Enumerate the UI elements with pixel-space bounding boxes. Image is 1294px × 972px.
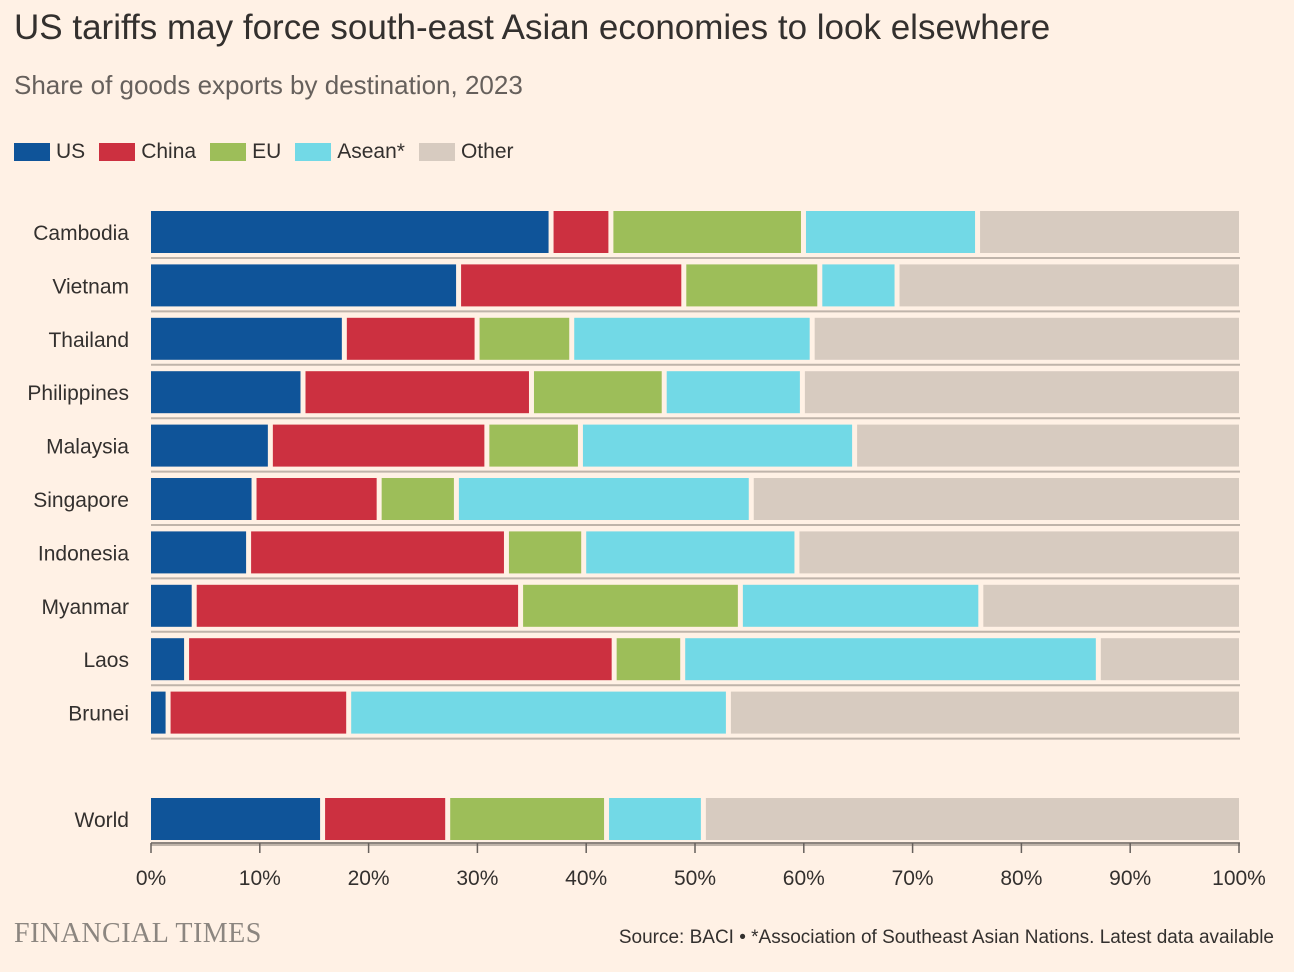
legend-swatch bbox=[14, 143, 50, 161]
bar-segment-other bbox=[804, 371, 1239, 414]
category-label: Vietnam bbox=[52, 275, 129, 298]
legend-item-us: US bbox=[14, 140, 85, 164]
x-tick-label: 60% bbox=[783, 867, 825, 890]
bar-segment-other bbox=[799, 531, 1239, 574]
bar-segment-asean bbox=[805, 211, 976, 253]
bar-segment-china bbox=[553, 211, 609, 253]
bar-segment-asean bbox=[666, 371, 800, 414]
bar-segment-eu bbox=[523, 584, 738, 627]
category-label: Myanmar bbox=[41, 596, 129, 619]
legend-item-china: China bbox=[99, 140, 196, 164]
x-tick-label: 40% bbox=[565, 867, 607, 890]
x-tick-label: 90% bbox=[1109, 867, 1151, 890]
bar-segment-asean bbox=[742, 584, 979, 627]
bar-segment-other bbox=[705, 798, 1239, 840]
legend-label: Other bbox=[460, 140, 514, 163]
legend-item-other: Other bbox=[418, 140, 514, 164]
legend-label: China bbox=[141, 140, 197, 163]
bar-segment-us bbox=[151, 584, 192, 627]
bar-segment-other bbox=[814, 317, 1239, 360]
bar-segment-eu bbox=[450, 798, 605, 840]
legend-swatch bbox=[418, 143, 455, 161]
x-tick-label: 50% bbox=[674, 867, 716, 890]
category-label: Philippines bbox=[27, 382, 129, 405]
bar-segment-eu bbox=[616, 638, 681, 681]
bar-segment-china bbox=[256, 478, 377, 520]
bar-segment-us bbox=[151, 424, 268, 467]
category-label: Thailand bbox=[48, 329, 129, 352]
bar-segment-us bbox=[151, 478, 252, 520]
bar-segment-china bbox=[189, 638, 612, 681]
bar-segment-asean bbox=[458, 478, 749, 520]
bar-segment-asean bbox=[822, 264, 895, 307]
bar-segment-other bbox=[1100, 638, 1239, 681]
legend-label: US bbox=[56, 140, 86, 163]
legend-swatch bbox=[210, 143, 247, 161]
bar-segment-eu bbox=[533, 371, 662, 414]
legend-item-eu: EU bbox=[210, 140, 281, 164]
source-note: Source: BACI • *Association of Southeast… bbox=[618, 927, 1274, 948]
category-label: World bbox=[75, 809, 129, 832]
x-tick-label: 30% bbox=[456, 867, 498, 890]
bar-segment-us bbox=[151, 531, 247, 574]
bar-segment-other bbox=[983, 584, 1239, 627]
x-tick-label: 0% bbox=[136, 867, 166, 890]
bar-segment-us bbox=[151, 638, 185, 681]
bar-segment-other bbox=[730, 691, 1239, 734]
bar-segment-china bbox=[461, 264, 682, 307]
bar-segment-asean bbox=[582, 424, 853, 467]
legend-swatch bbox=[99, 143, 136, 161]
bar-segment-other bbox=[857, 424, 1239, 467]
bar-segment-us bbox=[151, 264, 457, 307]
category-label: Indonesia bbox=[38, 542, 129, 565]
bar-segment-asean bbox=[609, 798, 701, 840]
bar-segment-us bbox=[151, 798, 321, 840]
x-tick-label: 80% bbox=[1000, 867, 1042, 890]
category-label: Brunei bbox=[68, 703, 129, 726]
bar-segment-eu bbox=[686, 264, 818, 307]
chart-title: US tariffs may force south-east Asian ec… bbox=[14, 8, 1051, 47]
bar-segment-other bbox=[753, 478, 1239, 520]
bar-segment-china bbox=[170, 691, 347, 734]
bar-segment-china bbox=[196, 584, 519, 627]
bar-segment-other bbox=[980, 211, 1239, 253]
bar-segment-china bbox=[251, 531, 504, 574]
bar-segment-eu bbox=[489, 424, 578, 467]
bar-segment-china bbox=[272, 424, 485, 467]
category-label: Cambodia bbox=[33, 222, 129, 245]
category-label: Malaysia bbox=[46, 436, 129, 459]
bar-segment-eu bbox=[508, 531, 582, 574]
bar-segment-us bbox=[151, 317, 342, 360]
category-label: Laos bbox=[83, 649, 129, 672]
bar-segment-eu bbox=[613, 211, 801, 253]
chart-subtitle: Share of goods exports by destination, 2… bbox=[14, 70, 523, 100]
bar-segment-eu bbox=[479, 317, 570, 360]
x-tick-label: 20% bbox=[348, 867, 390, 890]
ft-logo: FINANCIAL TIMES bbox=[14, 918, 262, 949]
bar-segment-asean bbox=[586, 531, 795, 574]
bar-segment-us bbox=[151, 211, 549, 253]
x-tick-label: 100% bbox=[1212, 867, 1266, 890]
legend-label: EU bbox=[252, 140, 282, 163]
bar-segment-china bbox=[346, 317, 475, 360]
legend-label: Asean* bbox=[337, 140, 405, 163]
legend-swatch bbox=[295, 143, 332, 161]
bar-segment-us bbox=[151, 691, 166, 734]
bar-segment-china bbox=[305, 371, 529, 414]
bar-segment-asean bbox=[685, 638, 1096, 681]
bar-segment-china bbox=[325, 798, 446, 840]
bar-segment-other bbox=[899, 264, 1239, 307]
bar-segment-asean bbox=[574, 317, 810, 360]
x-tick-label: 10% bbox=[239, 867, 281, 890]
legend: US China EU Asean* Other bbox=[14, 140, 528, 164]
bar-segment-eu bbox=[381, 478, 454, 520]
x-tick-label: 70% bbox=[892, 867, 934, 890]
bar-segment-asean bbox=[351, 691, 726, 734]
category-label: Singapore bbox=[33, 489, 129, 512]
bar-segment-us bbox=[151, 371, 301, 414]
legend-item-asean: Asean* bbox=[295, 140, 405, 164]
